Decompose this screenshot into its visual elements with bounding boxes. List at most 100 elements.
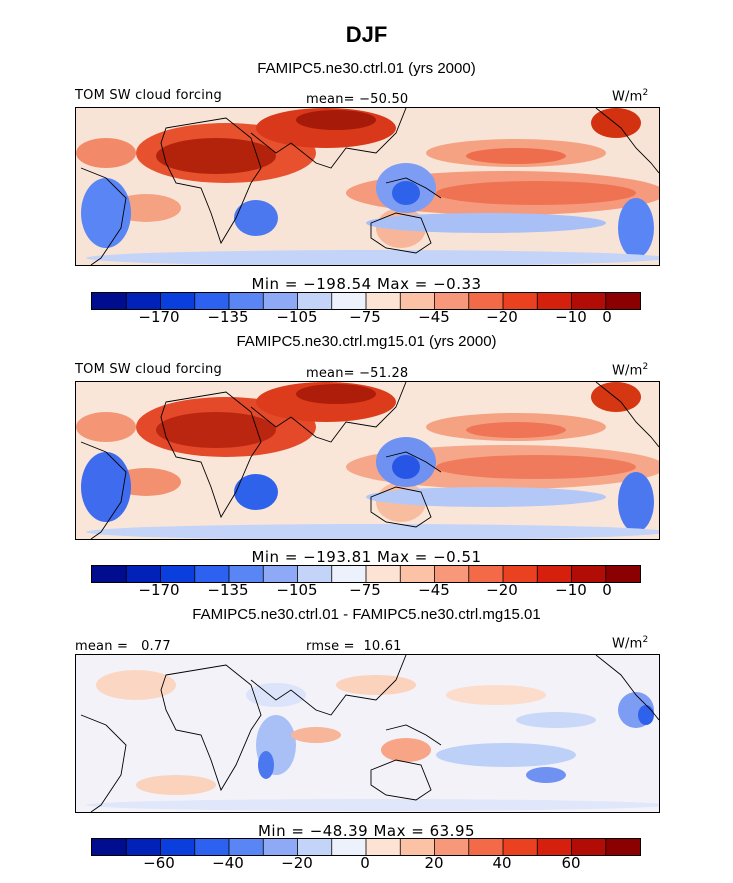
colorbar-swatch — [194, 293, 230, 309]
panel-1-colorbar-svg — [92, 293, 640, 309]
panel-3-tick: 20 — [424, 854, 444, 872]
panel-1-mean: mean= −50.50 — [306, 92, 409, 107]
panel-3-map — [75, 654, 660, 813]
panel-1-field-warm-pool-core — [392, 181, 420, 205]
panel-1-field-amazon — [81, 178, 131, 248]
colorbar-swatch — [503, 566, 538, 582]
colorbar-swatch — [366, 839, 401, 855]
colorbar-swatch — [229, 566, 264, 582]
colorbar-swatch — [194, 839, 230, 855]
colorbar-swatch — [468, 566, 504, 582]
colorbar-swatch — [605, 566, 640, 582]
panel-2-label: TOM SW cloud forcing — [75, 362, 222, 377]
panel-2-coast-eurasia — [250, 382, 407, 443]
panel-3-field-p8 — [258, 751, 274, 779]
panel-2-field-namerica — [591, 382, 641, 412]
panel-2-coast-indonesia — [385, 451, 442, 473]
panel-3-colorbar-ticks: −60 −40 −20 0 20 40 60 — [91, 854, 639, 874]
panel-3-tick: 60 — [561, 854, 581, 872]
panel-1-field-sahara-core — [156, 138, 276, 174]
panel-1-tick: −105 — [276, 308, 318, 326]
panel-3-field-p4 — [446, 685, 546, 705]
panel-1-coast-eurasia — [250, 108, 407, 169]
panel-1-colorbar — [91, 292, 641, 310]
panel-1-field-pacific-core — [436, 181, 636, 205]
panel-3-tick: 0 — [360, 854, 370, 872]
colorbar-swatch — [400, 839, 435, 855]
colorbar-swatch — [126, 566, 161, 582]
panel-2-units-sup: 2 — [642, 362, 649, 372]
panel-3-colorbar-svg — [92, 839, 640, 855]
panel-1-tick: −75 — [349, 308, 381, 326]
panel-2-field-spcz — [366, 487, 606, 507]
panel-2-field-sahara-core — [156, 412, 276, 448]
panel-2-tick: −45 — [418, 581, 450, 599]
panel-3-units-sup: 2 — [642, 635, 649, 645]
panel-2-minmax: Min = −193.81 Max = −0.51 — [251, 548, 482, 566]
colorbar-swatch — [160, 839, 196, 855]
panel-1-tick: −10 — [555, 308, 587, 326]
panel-1-tick: −45 — [418, 308, 450, 326]
panel-2-field-amazon — [81, 452, 131, 522]
colorbar-swatch — [126, 293, 161, 309]
panel-1-tick: 0 — [602, 308, 612, 326]
colorbar-swatch — [92, 566, 127, 582]
panel-2-field-warm-pool-core — [392, 455, 420, 479]
panel-2-coast-australia — [370, 486, 432, 528]
panel-1-field-southern-ocean — [86, 250, 659, 265]
colorbar-swatch — [263, 839, 298, 855]
panel-2-tick: −170 — [138, 581, 180, 599]
colorbar-swatch — [400, 566, 435, 582]
colorbar-swatch — [331, 839, 367, 855]
colorbar-swatch — [571, 566, 607, 582]
panel-3-mean: mean = 0.77 — [75, 639, 171, 654]
colorbar-swatch — [571, 293, 607, 309]
panel-2-coast-africa — [160, 391, 262, 519]
colorbar-swatch — [331, 293, 367, 309]
colorbar-swatch — [503, 839, 538, 855]
colorbar-swatch — [263, 293, 298, 309]
panel-2-units-base: W/m — [612, 363, 643, 379]
panel-1-units-base: W/m — [612, 89, 643, 105]
panel-2-tick: −135 — [207, 581, 249, 599]
panel-1-tick: −170 — [138, 308, 180, 326]
colorbar-swatch — [331, 566, 367, 582]
colorbar-swatch — [400, 293, 435, 309]
panel-1-tick: −135 — [207, 308, 249, 326]
panel-1-map — [75, 107, 660, 266]
panel-2-tick: −10 — [555, 581, 587, 599]
panel-1-minmax: Min = −198.54 Max = −0.33 — [251, 275, 482, 293]
colorbar-swatch — [605, 293, 640, 309]
panel-3-field-p9 — [436, 743, 576, 767]
colorbar-swatch — [297, 839, 333, 855]
panel-1-colorbar-ticks: −170 −135 −105 −75 −45 −20 −10 0 — [91, 308, 639, 328]
panel-1-field-andes — [618, 198, 654, 258]
panel-2-tick: 0 — [602, 581, 612, 599]
panel-1-coast-indonesia — [385, 177, 442, 199]
panel-1-field-congo — [234, 200, 278, 236]
panel-3-field-p10 — [526, 767, 566, 783]
colorbar-swatch — [126, 839, 161, 855]
panel-3-coast-africa — [160, 664, 262, 792]
panel-3-coast-australia — [370, 759, 432, 801]
colorbar-swatch — [297, 293, 333, 309]
colorbar-swatch — [537, 566, 572, 582]
colorbar-swatch — [503, 293, 538, 309]
panel-3-coast-namerica — [595, 655, 659, 721]
panel-3-tick: −40 — [212, 854, 244, 872]
panel-3-title: FAMIPC5.ne30.ctrl.01 - FAMIPC5.ne30.ctrl… — [192, 606, 541, 623]
panel-2-colorbar-svg — [92, 566, 640, 582]
colorbar-swatch — [297, 566, 333, 582]
panel-2-tick: −75 — [349, 581, 381, 599]
panel-3-coast-indonesia — [385, 724, 442, 746]
panel-1-field-asia-core — [296, 110, 376, 130]
panel-1-field-npac-core — [466, 148, 566, 164]
panel-3-tick: 40 — [492, 854, 512, 872]
colorbar-swatch — [160, 293, 196, 309]
panel-2-field-npac-core — [466, 422, 566, 438]
panel-1-label: TOM SW cloud forcing — [75, 88, 222, 103]
colorbar-swatch — [92, 293, 127, 309]
panel-3-tick: −20 — [281, 854, 313, 872]
panel-3-field-p1 — [96, 670, 176, 700]
colorbar-swatch — [366, 293, 401, 309]
